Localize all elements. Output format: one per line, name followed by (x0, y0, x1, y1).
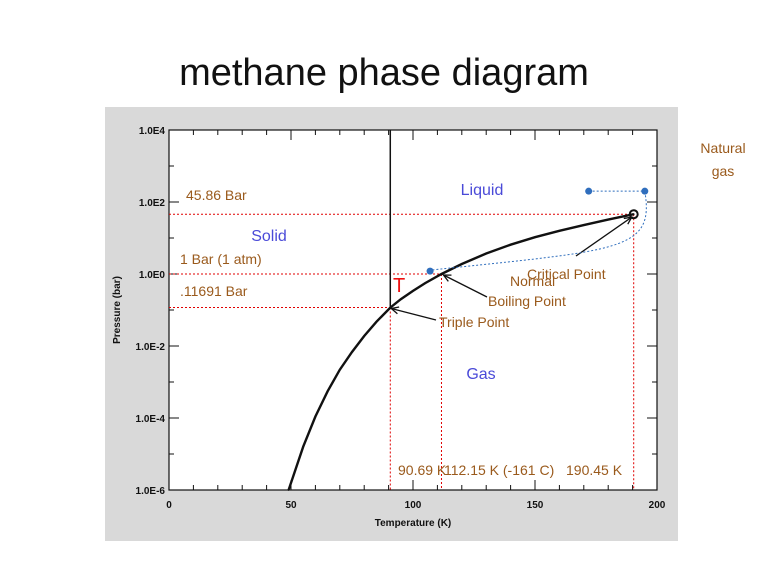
critical-pressure-label: 45.86 Bar (186, 187, 247, 203)
x-tick-label: 150 (527, 500, 544, 511)
atm-pressure-label: 1 Bar (1 atm) (180, 251, 262, 267)
x-tick-label: 0 (166, 500, 172, 511)
curve-data-point (582, 224, 585, 227)
curve-data-point (460, 263, 463, 265)
curve-data-point (314, 415, 317, 418)
boiling-temperature-label: 112.15 K (-161 C) (444, 462, 554, 478)
y-tick-label: 1.0E0 (139, 270, 166, 281)
natural-gas-path-curve (430, 191, 647, 271)
critical-temperature-label: 190.45 K (566, 462, 623, 478)
curve-data-point (287, 489, 290, 491)
x-axis-label: Temperature (K) (375, 518, 452, 529)
curve-data-point (534, 236, 536, 239)
natural-gas-label-line1: Natural (700, 140, 745, 156)
y-tick-label: 1.0E4 (139, 126, 166, 137)
boiling-point-label: Boiling Point (488, 293, 566, 309)
curve-data-point (399, 298, 402, 301)
curve-data-point (302, 445, 305, 448)
boiling-point-arrow (443, 274, 488, 298)
curve-data-point (326, 390, 329, 393)
y-tick-label: 1.0E-2 (136, 342, 166, 353)
liquid-label: Liquid (461, 182, 504, 199)
triple-point-arrow-head (389, 306, 400, 315)
x-tick-label: 100 (405, 500, 422, 511)
curve-data-point (375, 320, 378, 323)
curve-data-point (338, 368, 341, 371)
curve-data-point (412, 289, 414, 292)
x-tick-label: 50 (285, 500, 297, 511)
boiling-point-arrow-head (442, 274, 452, 282)
triple-symbol: T (393, 275, 405, 297)
triple-point-label: Triple Point (439, 314, 509, 330)
y-tick-label: 1.0E-6 (136, 486, 166, 497)
curve-data-point (424, 282, 427, 284)
curve-data-point (509, 243, 512, 246)
natural-gas-point (585, 187, 593, 195)
curve-data-point (363, 335, 366, 337)
critical-point-label: Critical Point (527, 266, 606, 282)
curve-data-point (607, 218, 610, 221)
y-axis-label: Pressure (bar) (112, 276, 123, 344)
triple-pressure-label: .11691 Bar (180, 283, 248, 299)
triple-point-arrow (391, 307, 437, 321)
curve-data-point (558, 229, 561, 232)
normal-label: Normal (510, 273, 555, 289)
critical-point-arrow (575, 216, 633, 257)
curve-data-point (351, 351, 353, 353)
triple-temperature-label: 90.69 K (398, 462, 447, 478)
gas-label: Gas (466, 366, 495, 383)
x-tick-label: 200 (649, 500, 666, 511)
plot-area (168, 129, 658, 491)
natural-gas-label-line2: gas (712, 163, 735, 179)
solid-label: Solid (251, 228, 287, 245)
curve-data-point (440, 273, 443, 275)
y-tick-label: 1.0E-4 (136, 414, 166, 425)
curve-data-point (485, 252, 488, 255)
curve-data-point (632, 213, 635, 216)
critical-point-arrow-head (623, 216, 633, 225)
natural-gas-point (426, 267, 434, 275)
natural-gas-point (641, 187, 649, 195)
y-tick-label: 1.0E2 (139, 198, 166, 209)
critical-point-marker (628, 209, 639, 220)
page-title: methane phase diagram (179, 52, 589, 94)
